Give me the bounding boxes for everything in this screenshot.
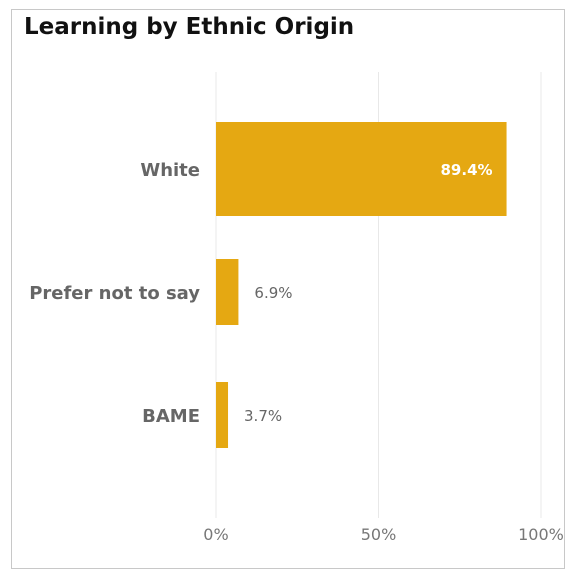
labels: 0% 50% 100% White 89.4% Prefer not to say 6.9%… xyxy=(29,160,564,544)
chart-title: Learning by Ethnic Origin xyxy=(24,14,355,40)
chart-card xyxy=(11,9,565,569)
bar[interactable] xyxy=(216,122,507,216)
bar[interactable] xyxy=(216,259,239,325)
data-label: 6.9% xyxy=(254,284,292,302)
x-tick-label: 0% xyxy=(203,525,228,544)
bar-chart: 0% 50% 100% White 89.4% Prefer not to say 6.9%… xyxy=(29,72,564,544)
data-label: 3.7% xyxy=(244,407,282,425)
bar[interactable] xyxy=(216,382,229,448)
category-label: BAME xyxy=(142,406,200,427)
category-label: White xyxy=(140,160,200,181)
category-label: Prefer not to say xyxy=(29,283,200,304)
x-tick-label: 100% xyxy=(518,525,564,544)
data-label: 89.4% xyxy=(441,161,493,179)
x-tick-label: 50% xyxy=(361,525,397,544)
bars xyxy=(216,122,507,448)
